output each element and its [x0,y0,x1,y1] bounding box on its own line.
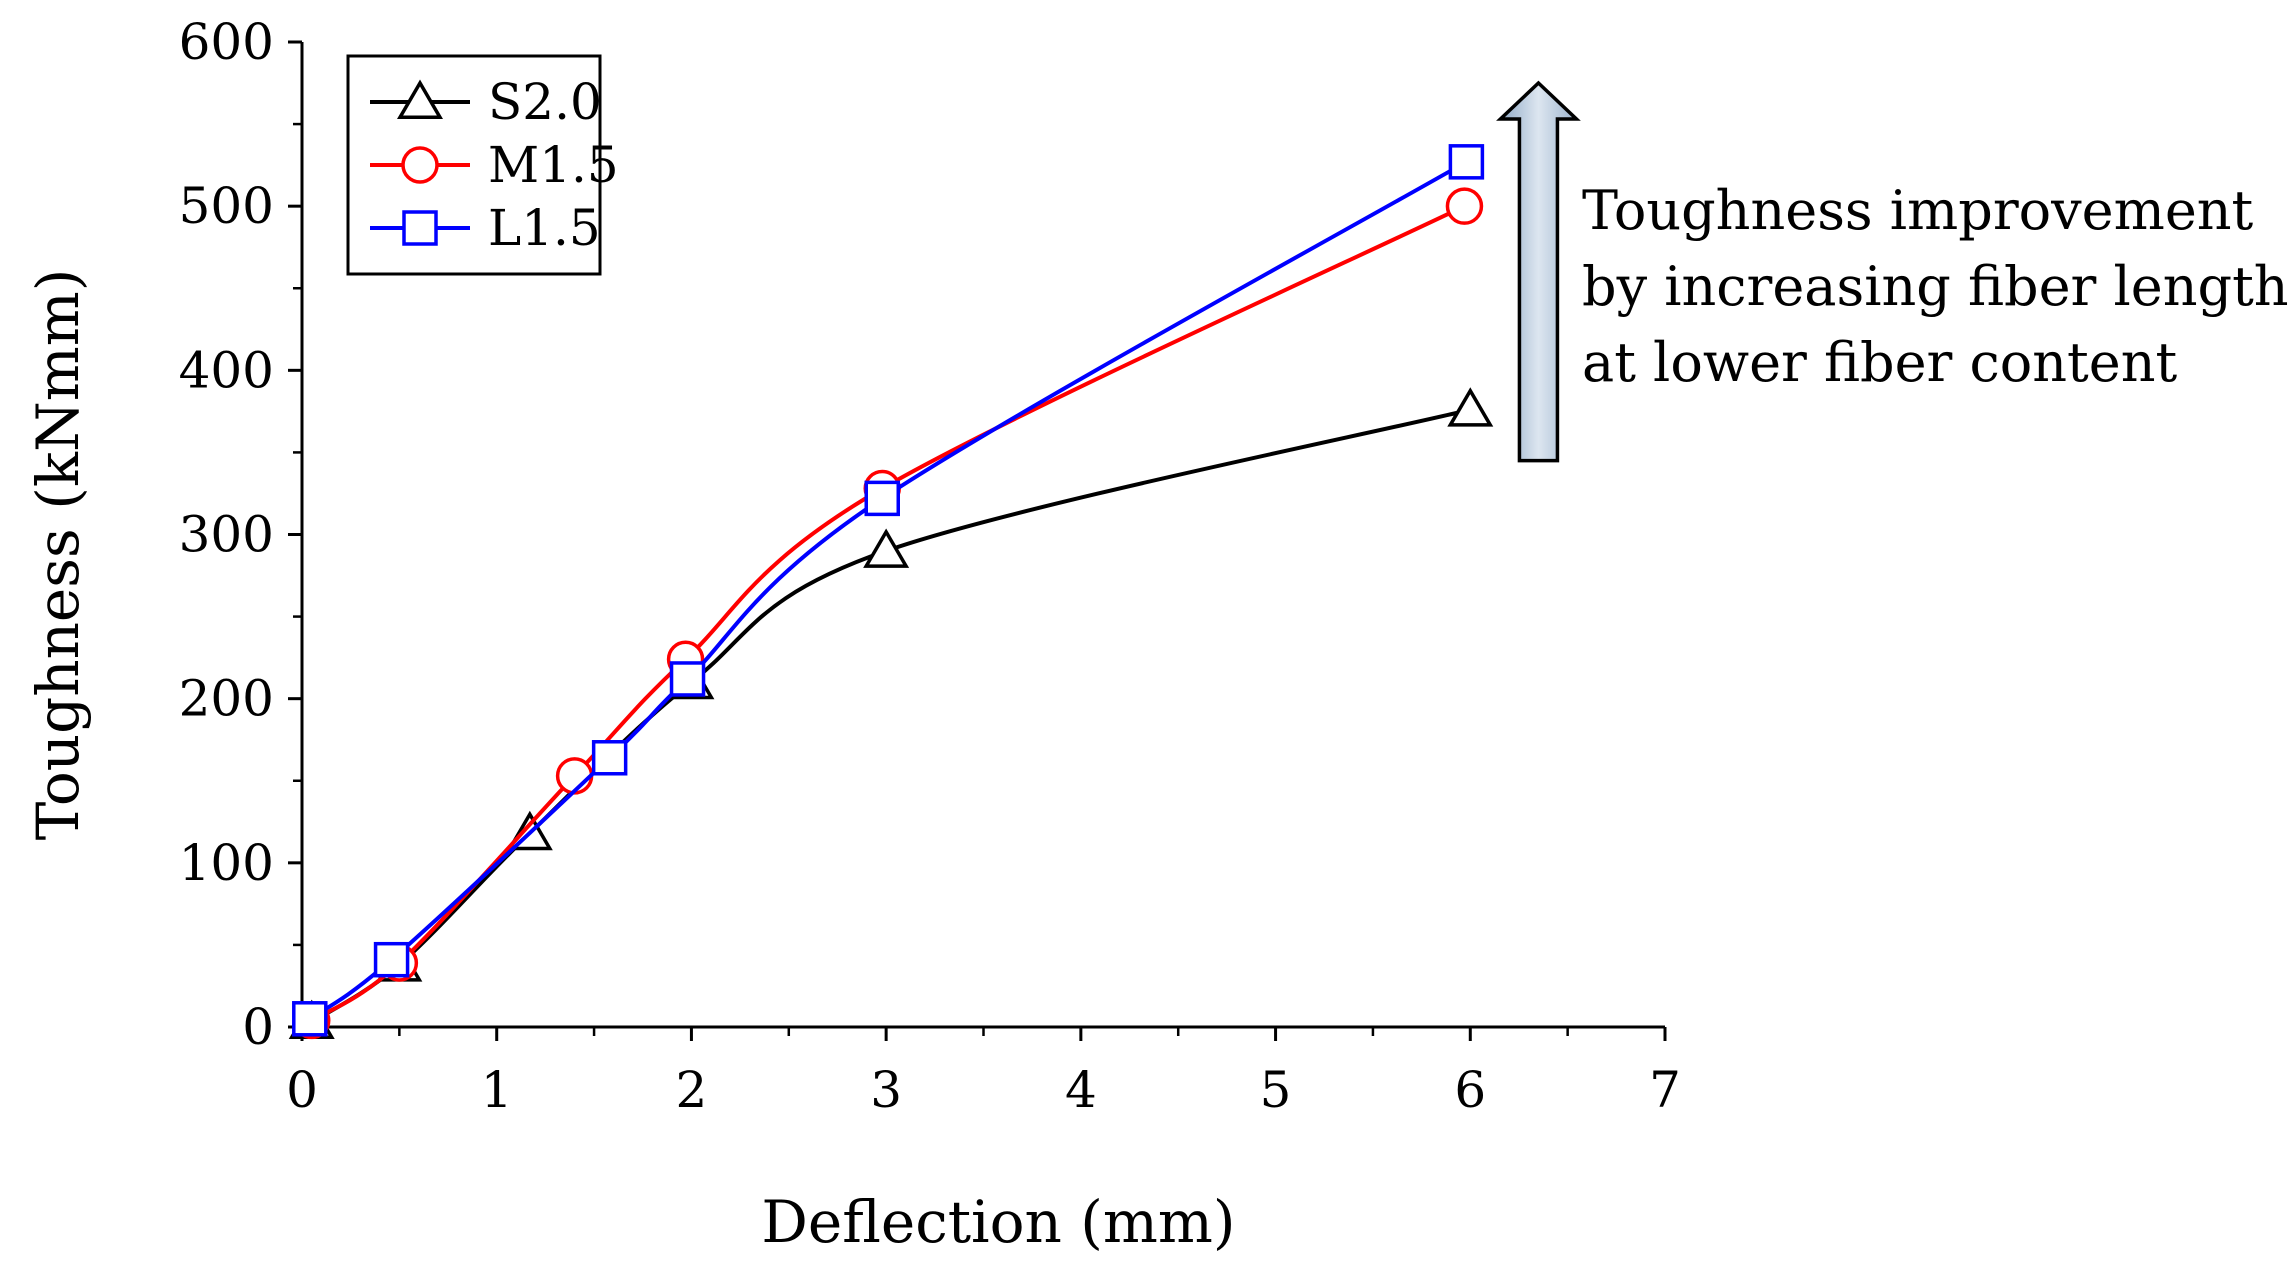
annotation-text-line: by increasing fiber length [1582,255,2289,318]
legend-label-s2-0: S2.0 [488,73,602,131]
x-tick-label: 7 [1649,1061,1681,1119]
annotation-text-line: Toughness improvement [1582,179,2254,242]
data-point-l1-5 [591,740,628,776]
x-tick-label: 6 [1454,1061,1486,1119]
series-line-l1-5 [308,160,1468,1021]
x-tick-label: 1 [481,1061,513,1119]
x-tick-label: 5 [1260,1061,1292,1119]
legend-label-l1-5: L1.5 [488,199,601,257]
annotation-arrow [1496,80,1581,463]
y-tick-label: 600 [179,13,274,71]
data-point-s2-0 [1447,387,1494,427]
data-point-l1-5 [669,661,706,697]
y-tick-label: 400 [179,341,274,399]
data-point-l1-5 [373,941,410,978]
y-tick-label: 500 [179,177,274,235]
legend-marker-s2-0 [397,79,443,119]
data-point-l1-5 [864,480,900,517]
y-tick-label: 300 [179,506,274,564]
legend-marker-l1-5 [402,210,438,246]
data-point-m1-5 [555,757,594,795]
x-tick-label: 4 [1065,1061,1097,1119]
y-axis-title: Toughness (kNmm) [24,269,92,841]
x-tick-label: 2 [676,1061,708,1119]
data-point-l1-5 [1448,144,1485,180]
data-point-l1-5 [292,1001,328,1037]
series-line-m1-5 [310,204,1466,1023]
legend-label-m1-5: M1.5 [488,136,619,194]
x-tick-label: 0 [286,1061,318,1119]
y-tick-label: 0 [242,998,274,1056]
data-point-s2-0 [863,528,910,568]
legend-marker-m1-5 [401,146,439,184]
annotation-text-line: at lower fiber content [1582,331,2177,394]
data-point-m1-5 [1445,187,1484,225]
y-tick-label: 100 [179,834,274,892]
x-axis-title: Deflection (mm) [761,1188,1235,1256]
y-tick-label: 200 [179,670,274,728]
x-tick-label: 3 [870,1061,902,1119]
